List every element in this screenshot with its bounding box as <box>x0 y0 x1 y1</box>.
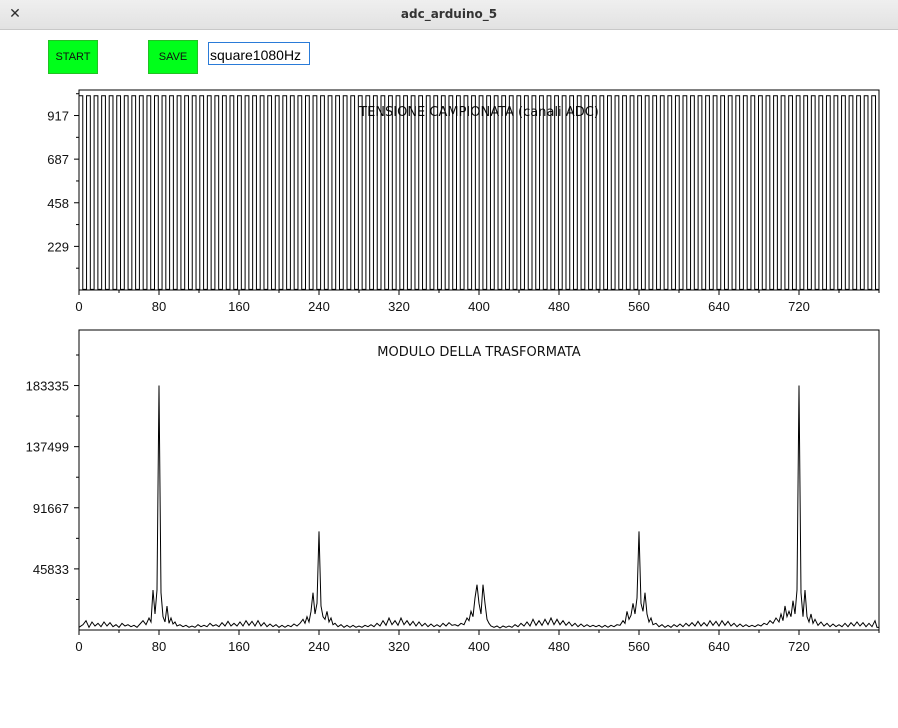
fft-plot-frame <box>78 329 880 631</box>
fft-x-tick-label: 720 <box>788 639 810 654</box>
fft-y-tick-label: 91667 <box>33 501 69 516</box>
fft-x-tick-label: 320 <box>388 639 410 654</box>
time-y-tick-label: 229 <box>47 239 69 254</box>
title-bar: ✕ adc_arduino_5 <box>0 0 898 30</box>
time-x-tick-label: 720 <box>788 299 810 314</box>
time-series-line <box>79 95 879 290</box>
time-y-tick-label: 458 <box>47 196 69 211</box>
time-x-tick-label: 560 <box>628 299 650 314</box>
fft-x-tick-label: 160 <box>228 639 250 654</box>
fft-y-tick-label: 183335 <box>26 379 69 394</box>
time-y-tick-label: 687 <box>47 152 69 167</box>
fft-series-line <box>78 385 879 629</box>
fft-x-tick-label: 0 <box>75 639 82 654</box>
time-x-tick-label: 320 <box>388 299 410 314</box>
time-x-tick-label: 240 <box>308 299 330 314</box>
fft-x-tick-label: 240 <box>308 639 330 654</box>
time-x-tick-label: 400 <box>468 299 490 314</box>
time-x-tick-label: 640 <box>708 299 730 314</box>
time-chart-title: TENSIONE CAMPIONATA (canali ADC) <box>358 105 599 120</box>
fft-chart-title: MODULO DELLA TRASFORMATA <box>377 345 581 360</box>
filename-input[interactable] <box>208 42 310 65</box>
time-x-tick-label: 480 <box>548 299 570 314</box>
save-button[interactable]: SAVE <box>148 40 198 74</box>
start-button[interactable]: START <box>48 40 98 74</box>
close-icon[interactable]: ✕ <box>9 6 21 22</box>
time-x-tick-label: 160 <box>228 299 250 314</box>
time-x-tick-label: 80 <box>152 299 166 314</box>
fft-x-tick-label: 560 <box>628 639 650 654</box>
fft-x-tick-label: 400 <box>468 639 490 654</box>
fft-magnitude-chart: MODULO DELLA TRASFORMATA 0 80 160 240 320 400 4… <box>26 329 880 654</box>
fft-x-tick-label: 80 <box>152 639 166 654</box>
time-y-tick-label: 917 <box>47 108 69 123</box>
window-title: adc_arduino_5 <box>400 7 498 21</box>
fft-y-tick-label: 137499 <box>26 440 69 455</box>
fft-x-tick-label: 480 <box>548 639 570 654</box>
fft-y-tick-label: 45833 <box>33 562 69 577</box>
time-domain-chart: TENSIONE CAMPIONATA (canali ADC) 0 80 160 24… <box>47 89 880 314</box>
time-x-tick-label: 0 <box>75 299 82 314</box>
fft-x-tick-label: 640 <box>708 639 730 654</box>
